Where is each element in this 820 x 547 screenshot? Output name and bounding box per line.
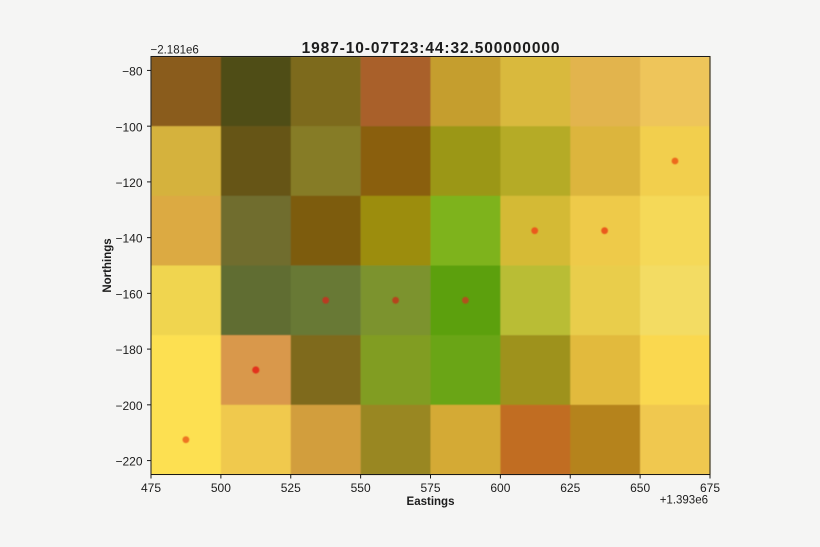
svg-text:−120: −120 [115, 176, 142, 190]
svg-text:−2.181e6: −2.181e6 [151, 45, 199, 57]
svg-text:600: 600 [490, 481, 510, 495]
svg-text:500: 500 [211, 481, 231, 495]
svg-text:625: 625 [560, 481, 580, 495]
svg-text:475: 475 [141, 481, 161, 495]
svg-text:−200: −200 [115, 399, 142, 413]
svg-text:−180: −180 [115, 343, 142, 357]
svg-text:650: 650 [630, 481, 650, 495]
svg-text:Eastings: Eastings [407, 496, 455, 508]
svg-text:675: 675 [700, 481, 720, 495]
svg-text:Northings: Northings [102, 238, 114, 292]
svg-text:550: 550 [351, 481, 371, 495]
svg-text:1987-10-07T23:44:32.500000000: 1987-10-07T23:44:32.500000000 [302, 40, 561, 57]
svg-text:−160: −160 [115, 288, 142, 302]
svg-text:575: 575 [420, 481, 440, 495]
svg-text:+1.393e6: +1.393e6 [660, 495, 708, 507]
svg-text:−220: −220 [115, 455, 142, 469]
svg-text:−80: −80 [122, 65, 143, 79]
svg-text:−100: −100 [115, 120, 142, 134]
svg-text:−140: −140 [115, 232, 142, 246]
svg-text:525: 525 [281, 481, 301, 495]
